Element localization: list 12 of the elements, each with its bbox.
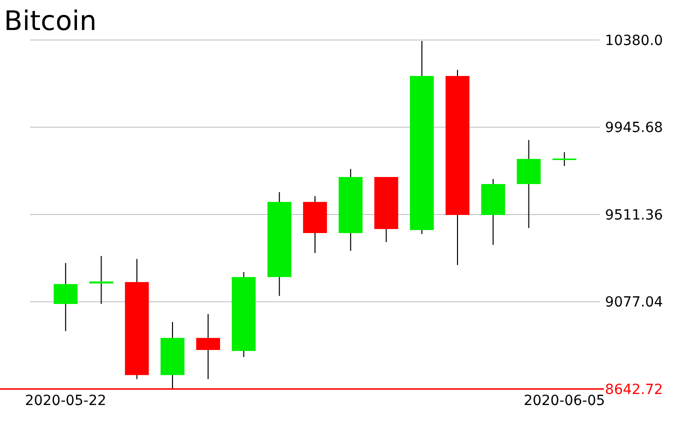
- y-tick-label: 10380.0: [605, 32, 663, 49]
- y-tick-label: 9511.36: [605, 207, 664, 224]
- candlestick: [54, 262, 78, 332]
- y-tick-label: 9077.04: [605, 294, 664, 311]
- y-tick-label: 9945.68: [605, 120, 663, 136]
- x-tick-label: 2020-06-05: [524, 393, 606, 409]
- y-tick-label: 8642.72: [605, 382, 663, 398]
- chart-title: Bitcoin: [4, 6, 97, 37]
- x-tick-label: 2020-05-22: [24, 393, 106, 409]
- candlestick: [196, 314, 220, 380]
- candlestick: [552, 152, 576, 166]
- candlestick: [89, 255, 114, 304]
